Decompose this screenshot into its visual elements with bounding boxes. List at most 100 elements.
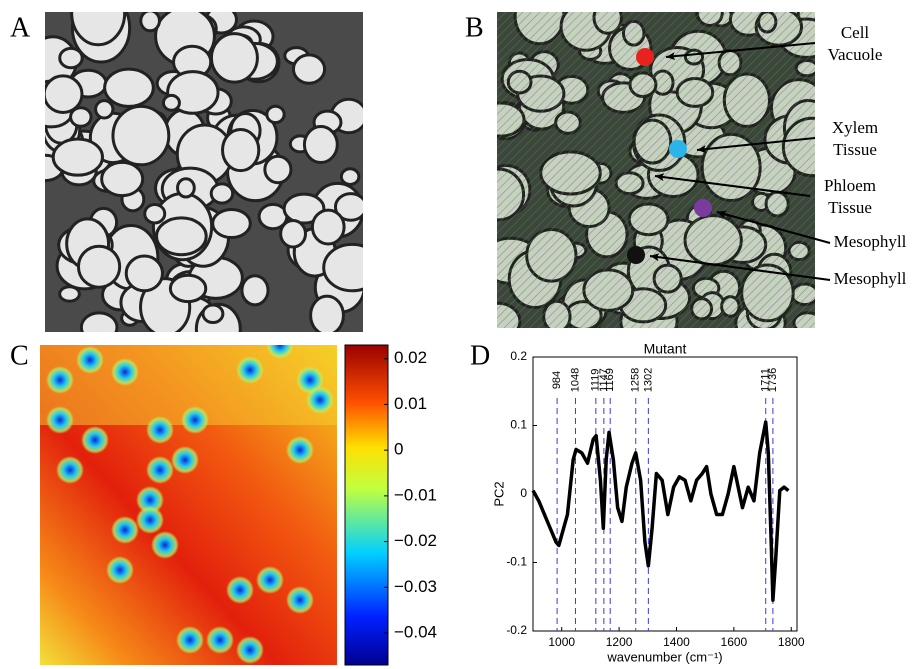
cell: [155, 216, 208, 257]
peak-label: 1119: [590, 369, 602, 392]
y-tick-label: 0.1: [510, 418, 527, 432]
arrow: [665, 42, 816, 58]
heat-spot: [306, 386, 334, 414]
peak-label: 1258: [630, 368, 642, 392]
x-tick-label: 1400: [663, 635, 690, 649]
cell: [58, 285, 81, 303]
heat-spot: [146, 416, 174, 444]
colorbar: [344, 344, 389, 666]
colorbar-tick-label: −0.04: [394, 622, 437, 641]
cell: [309, 294, 345, 332]
peak-label: 1711: [760, 368, 772, 392]
cell: [201, 303, 225, 325]
colorbar-tick-label: 0.01: [394, 394, 427, 413]
x-tick-label: 1200: [606, 635, 633, 649]
heat-spot: [111, 358, 139, 386]
heat-spot: [266, 345, 294, 359]
heat-spot: [136, 506, 164, 534]
annotation-label: Cell: [841, 23, 870, 42]
arrowhead: [717, 210, 727, 219]
colorbar-tick-label: 0.02: [394, 348, 427, 367]
annotation-label: Xylem: [832, 118, 878, 137]
cell: [211, 207, 252, 240]
panel-label: B: [465, 12, 484, 43]
cell: [139, 12, 161, 33]
cell: [69, 106, 93, 128]
annotation-label: Mesophyll: [834, 269, 907, 288]
cell: [168, 273, 208, 304]
y-axis-label: PC2: [491, 481, 506, 506]
cell: [76, 244, 122, 289]
heat-spot: [286, 436, 314, 464]
heat-spot: [206, 626, 234, 654]
cell: [310, 208, 346, 246]
cell: [58, 46, 84, 70]
cell: [143, 202, 167, 225]
y-tick-label: 0: [520, 486, 527, 500]
annotation-label: Tissue: [828, 198, 872, 217]
colorbar-tick-label: −0.03: [394, 577, 437, 596]
chart-title: Mutant: [644, 341, 687, 357]
heat-spot: [136, 486, 164, 514]
cell: [221, 128, 261, 173]
heat-spot: [46, 366, 74, 394]
arrow: [716, 211, 831, 244]
micrograph-a: [45, 12, 363, 332]
arrow: [696, 137, 816, 151]
cell: [209, 32, 259, 84]
marker-dot: [636, 48, 654, 66]
cell: [263, 154, 293, 185]
cell: [51, 137, 104, 177]
marker-dot: [627, 246, 645, 264]
cell: [282, 192, 326, 225]
x-tick-label: 1800: [778, 635, 805, 649]
peak-label: 1048: [569, 368, 581, 392]
arrow: [654, 175, 811, 197]
annotation-label: Mesophyll: [834, 232, 907, 251]
y-tick-label: -0.2: [506, 623, 527, 637]
arrowhead: [655, 173, 665, 182]
heat-spot: [181, 406, 209, 434]
cell: [124, 254, 164, 293]
marker-dot: [669, 140, 687, 158]
heatmap-image: [40, 345, 337, 665]
heat-spot: [171, 446, 199, 474]
cell: [161, 93, 181, 112]
heat-spot: [56, 456, 84, 484]
arrowhead: [650, 253, 660, 262]
colorbar-tick-label: −0.01: [394, 485, 437, 504]
peak-label: 1169: [604, 368, 616, 392]
cell: [333, 192, 363, 222]
arrow: [649, 255, 831, 281]
x-axis-label: wavenumber (cm⁻¹): [606, 649, 722, 664]
heat-spot: [111, 516, 139, 544]
cell: [240, 274, 270, 307]
marker-dot: [694, 199, 712, 217]
heat-spot: [286, 586, 314, 614]
x-tick-label: 1000: [548, 635, 575, 649]
arrowhead: [697, 145, 707, 154]
cell: [279, 219, 307, 249]
cell: [94, 99, 115, 120]
cell: [291, 53, 327, 85]
heat-spot: [151, 531, 179, 559]
heat-spot: [46, 406, 74, 434]
heat-spot: [226, 576, 254, 604]
cell: [209, 182, 235, 205]
peak-label: 1302: [642, 368, 654, 392]
cell: [103, 67, 155, 108]
cell: [339, 167, 361, 186]
cell: [70, 12, 127, 47]
arrowhead: [666, 52, 676, 61]
annotation-label: Vacuole: [828, 45, 883, 64]
cell: [302, 125, 339, 165]
micrograph-b: [497, 12, 815, 328]
heat-spot: [256, 566, 284, 594]
y-tick-label: 0.2: [510, 349, 527, 363]
annotation-label: Phloem: [824, 176, 876, 195]
y-tick-label: -0.1: [506, 555, 527, 569]
panel-label: D: [470, 340, 490, 371]
heat-spot: [76, 346, 104, 374]
cell: [176, 177, 196, 199]
